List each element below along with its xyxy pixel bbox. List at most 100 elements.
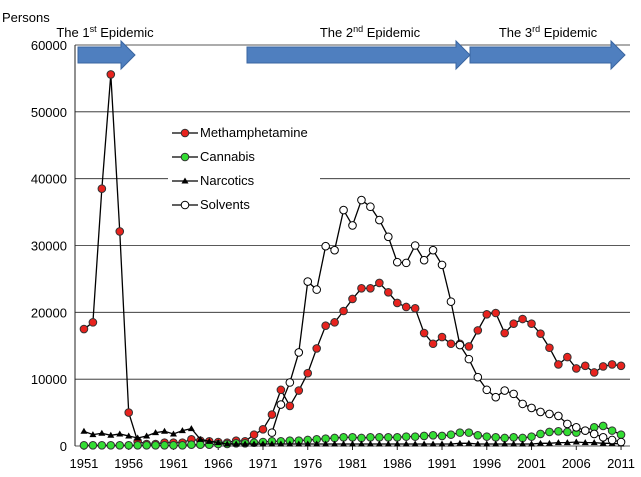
marker (232, 440, 240, 447)
marker (563, 352, 572, 362)
marker (178, 427, 186, 434)
x-tick-label: 1976 (293, 456, 322, 471)
marker (348, 294, 357, 304)
marker (313, 440, 321, 447)
marker (366, 440, 374, 447)
legend-box (168, 122, 320, 217)
marker (437, 431, 447, 441)
y-tick-label: 40000 (31, 172, 67, 187)
marker (563, 419, 572, 429)
marker (420, 440, 428, 447)
marker (580, 426, 590, 435)
marker (536, 429, 545, 439)
marker (500, 386, 509, 395)
y-tick-label: 30000 (31, 239, 67, 254)
marker (616, 430, 626, 439)
marker (384, 232, 393, 242)
x-tick-label: 2011 (607, 456, 635, 471)
marker (446, 297, 456, 306)
marker (392, 257, 402, 267)
marker (554, 426, 563, 436)
series-line (271, 199, 622, 443)
marker (241, 440, 249, 447)
marker (455, 340, 465, 350)
marker (581, 439, 589, 446)
marker (115, 227, 125, 236)
marker (616, 361, 626, 371)
marker (124, 408, 134, 417)
marker (589, 429, 599, 439)
marker (375, 215, 384, 225)
y-axis-label: Persons (2, 10, 50, 25)
marker (598, 362, 608, 371)
marker (321, 241, 330, 251)
marker (464, 354, 474, 364)
marker (339, 433, 348, 442)
marker (410, 432, 420, 441)
marker (607, 426, 617, 435)
marker (180, 200, 190, 210)
marker (169, 430, 177, 437)
marker (545, 343, 554, 353)
marker (339, 205, 348, 215)
marker (536, 439, 544, 446)
legend-label: Narcotics (200, 173, 255, 188)
marker (607, 360, 617, 369)
marker (276, 400, 286, 409)
marker (79, 324, 89, 334)
label-part: The 3 (499, 25, 532, 40)
marker (483, 440, 491, 447)
marker (571, 364, 581, 373)
marker (536, 407, 545, 417)
x-tick-label: 2006 (562, 456, 591, 471)
marker (331, 440, 339, 447)
marker (97, 441, 107, 450)
marker (599, 439, 607, 446)
marker (590, 439, 598, 446)
marker (393, 440, 401, 447)
marker (357, 195, 366, 205)
marker (580, 361, 590, 371)
marker (375, 440, 383, 447)
series-line (83, 74, 622, 445)
marker (161, 427, 169, 434)
marker (447, 440, 455, 447)
label-part: The 2 (320, 25, 353, 40)
marker (473, 326, 483, 335)
marker (428, 431, 438, 440)
marker (330, 245, 339, 255)
marker (446, 430, 456, 439)
marker (545, 409, 554, 419)
marker (446, 339, 456, 349)
marker (419, 255, 429, 265)
marker (267, 428, 277, 437)
marker (169, 441, 178, 450)
marker (410, 304, 420, 313)
marker (392, 298, 402, 308)
marker (554, 411, 563, 421)
marker (545, 427, 554, 437)
x-tick-label: 1961 (159, 456, 188, 471)
marker (464, 342, 474, 351)
marker (482, 385, 492, 395)
marker (527, 319, 536, 328)
marker (89, 431, 97, 438)
marker (465, 439, 473, 446)
marker (429, 440, 437, 447)
marker (196, 440, 205, 449)
marker (152, 429, 160, 436)
marker (455, 428, 465, 437)
marker (473, 372, 483, 382)
marker (401, 258, 411, 268)
x-tick-label: 1981 (338, 456, 367, 471)
marker (116, 430, 124, 437)
marker (545, 439, 553, 446)
marker (357, 283, 366, 293)
marker (106, 70, 116, 79)
marker (259, 440, 267, 447)
marker (571, 422, 581, 432)
marker (312, 344, 321, 353)
marker (500, 328, 509, 338)
marker (375, 278, 384, 288)
marker (151, 441, 160, 450)
